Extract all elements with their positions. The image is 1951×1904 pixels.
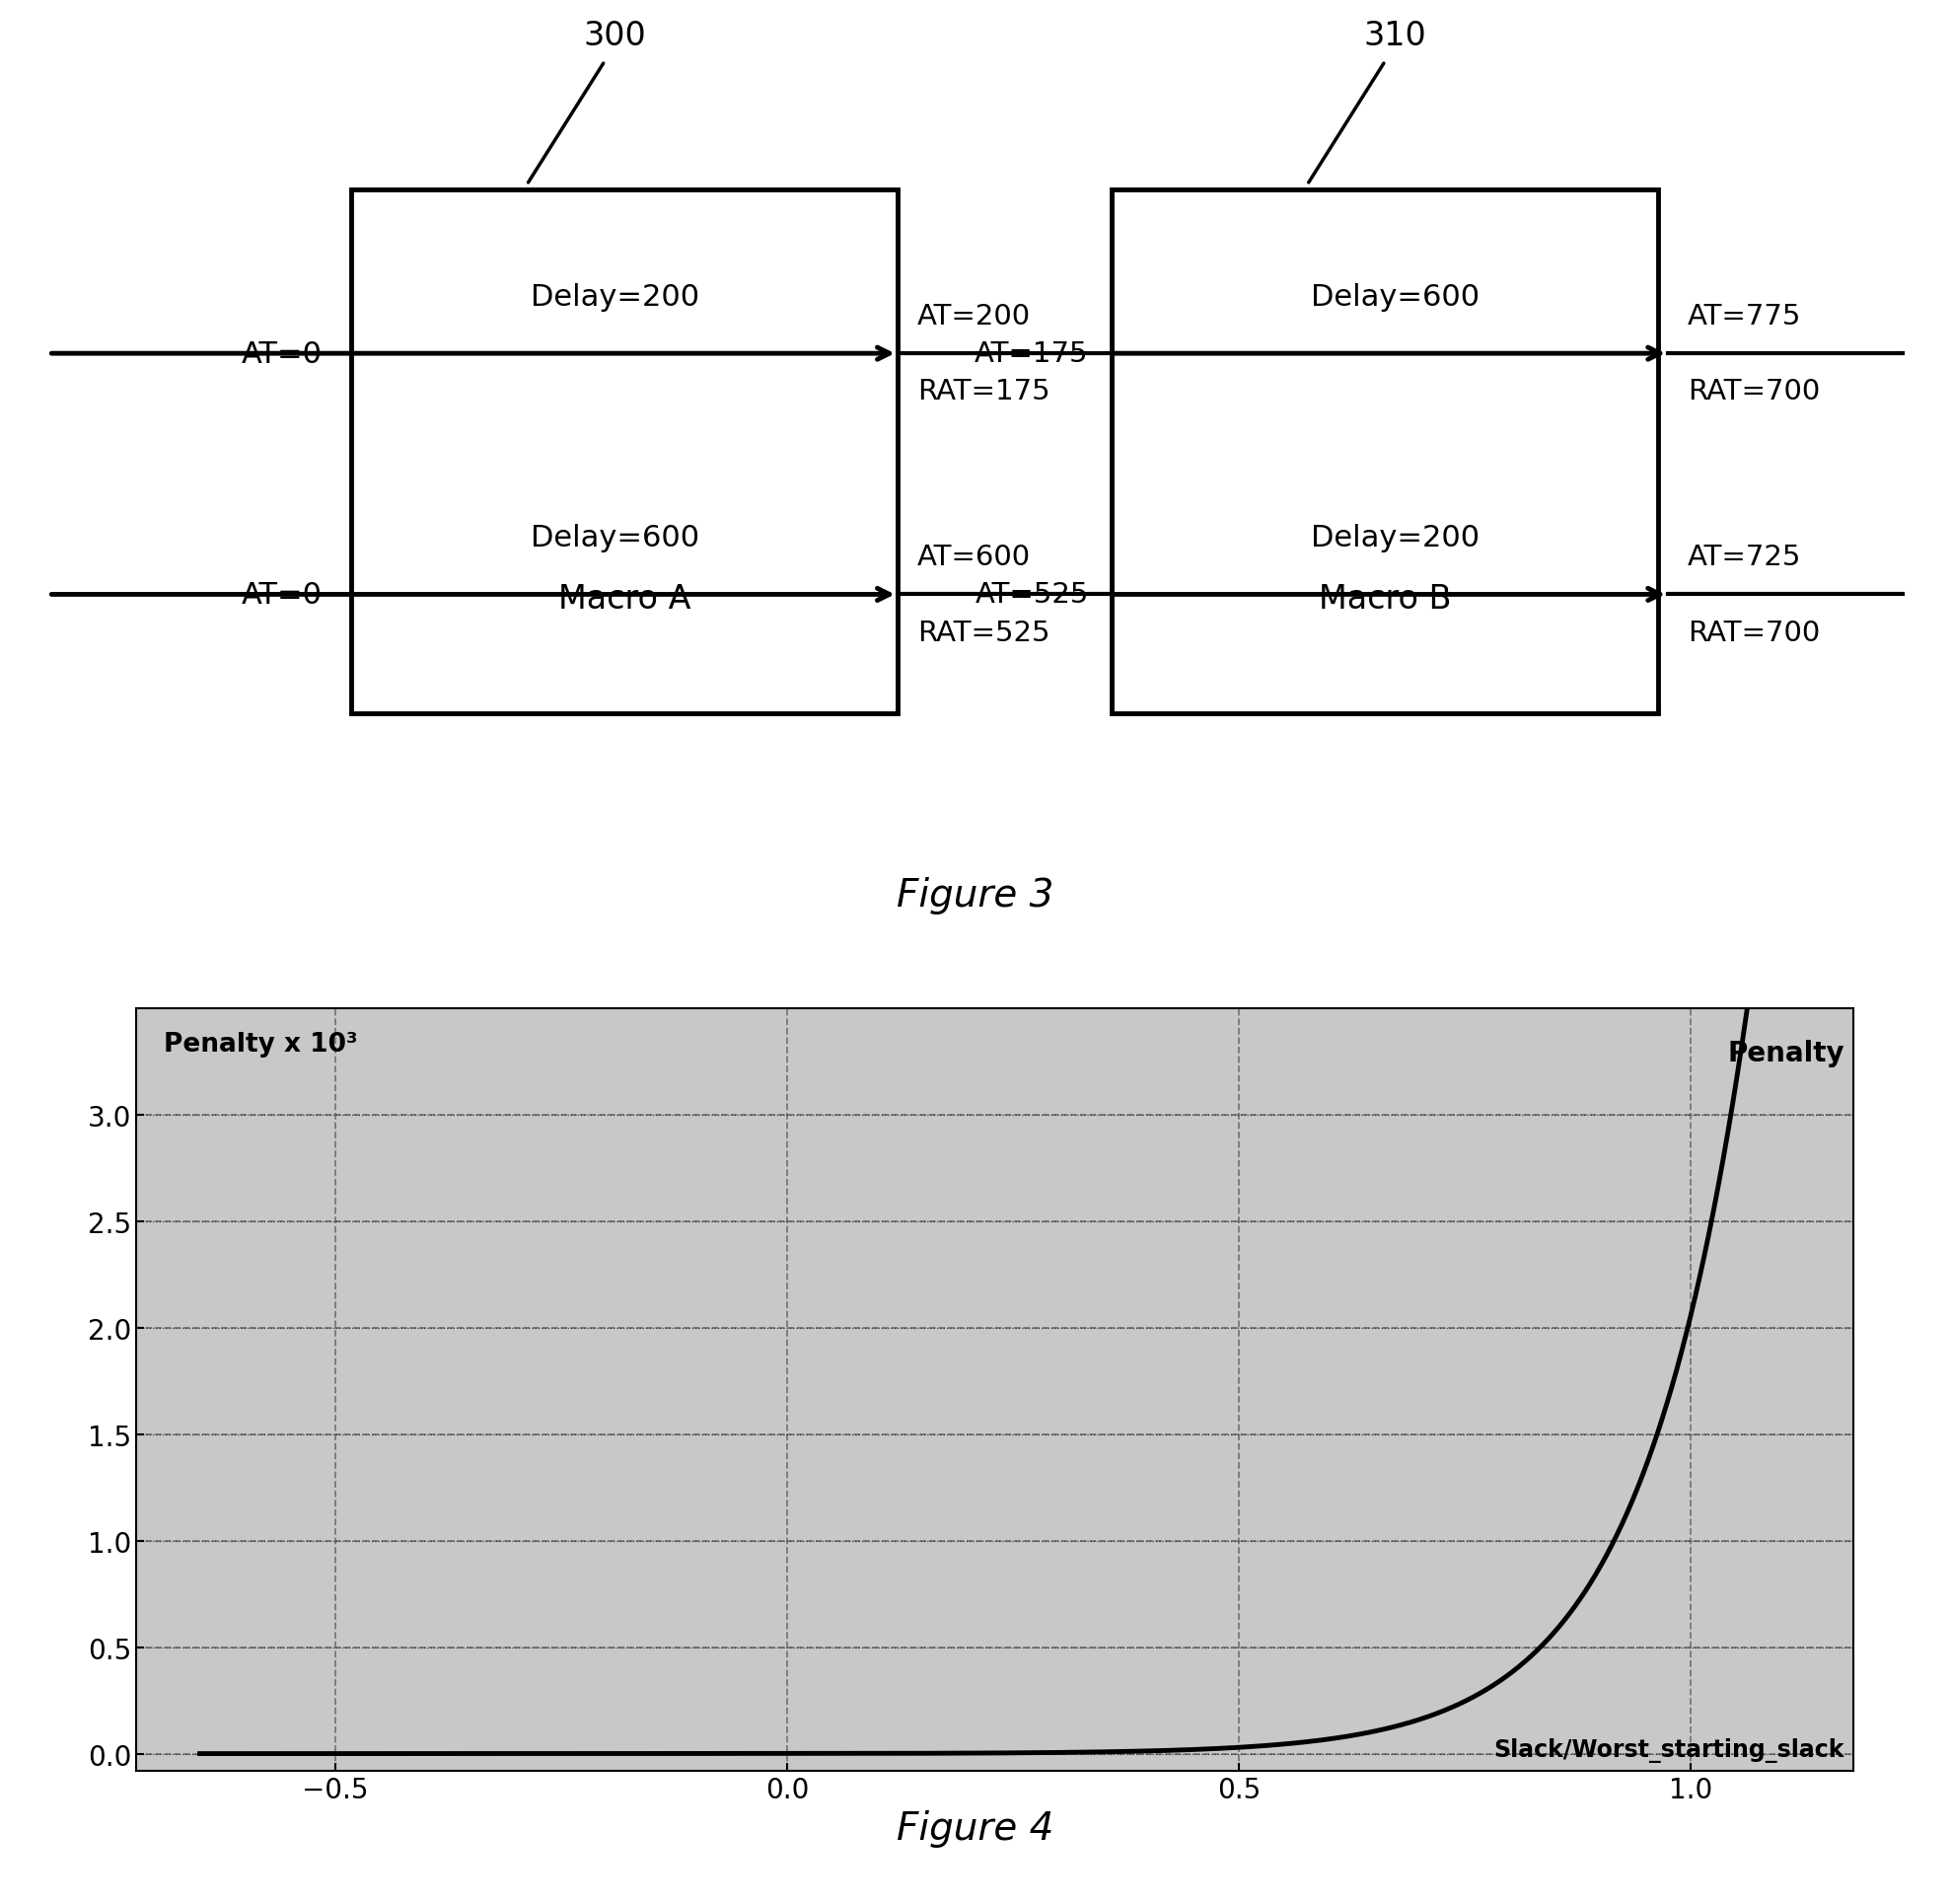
Text: Slack/Worst_starting_slack: Slack/Worst_starting_slack [1494,1738,1844,1763]
Text: 300: 300 [583,19,646,53]
Text: AT=525: AT=525 [976,581,1089,609]
FancyBboxPatch shape [351,190,897,714]
Text: RAT=175: RAT=175 [917,377,1050,406]
Text: Delay=600: Delay=600 [531,524,698,552]
Text: AT=725: AT=725 [1688,543,1801,571]
Text: RAT=700: RAT=700 [1688,377,1820,406]
Text: Figure 4: Figure 4 [897,1809,1054,1847]
Text: 310: 310 [1364,19,1426,53]
Text: RAT=525: RAT=525 [917,619,1050,647]
Text: Delay=200: Delay=200 [1311,524,1479,552]
Text: AT=200: AT=200 [917,303,1030,331]
Text: AT=775: AT=775 [1688,303,1801,331]
Text: AT=600: AT=600 [917,543,1030,571]
Text: RAT=700: RAT=700 [1688,619,1820,647]
Text: Figure 3: Figure 3 [897,876,1054,914]
Text: AT=0: AT=0 [242,581,322,609]
Text: Macro A: Macro A [558,583,691,615]
Text: AT=175: AT=175 [976,341,1089,367]
Text: Delay=200: Delay=200 [531,282,698,310]
Text: Delay=600: Delay=600 [1311,282,1479,310]
FancyBboxPatch shape [1112,190,1658,714]
Text: Penalty: Penalty [1727,1040,1844,1066]
Text: Penalty x 10³: Penalty x 10³ [164,1032,357,1057]
Text: AT=0: AT=0 [242,339,322,369]
Text: Macro B: Macro B [1319,583,1452,615]
